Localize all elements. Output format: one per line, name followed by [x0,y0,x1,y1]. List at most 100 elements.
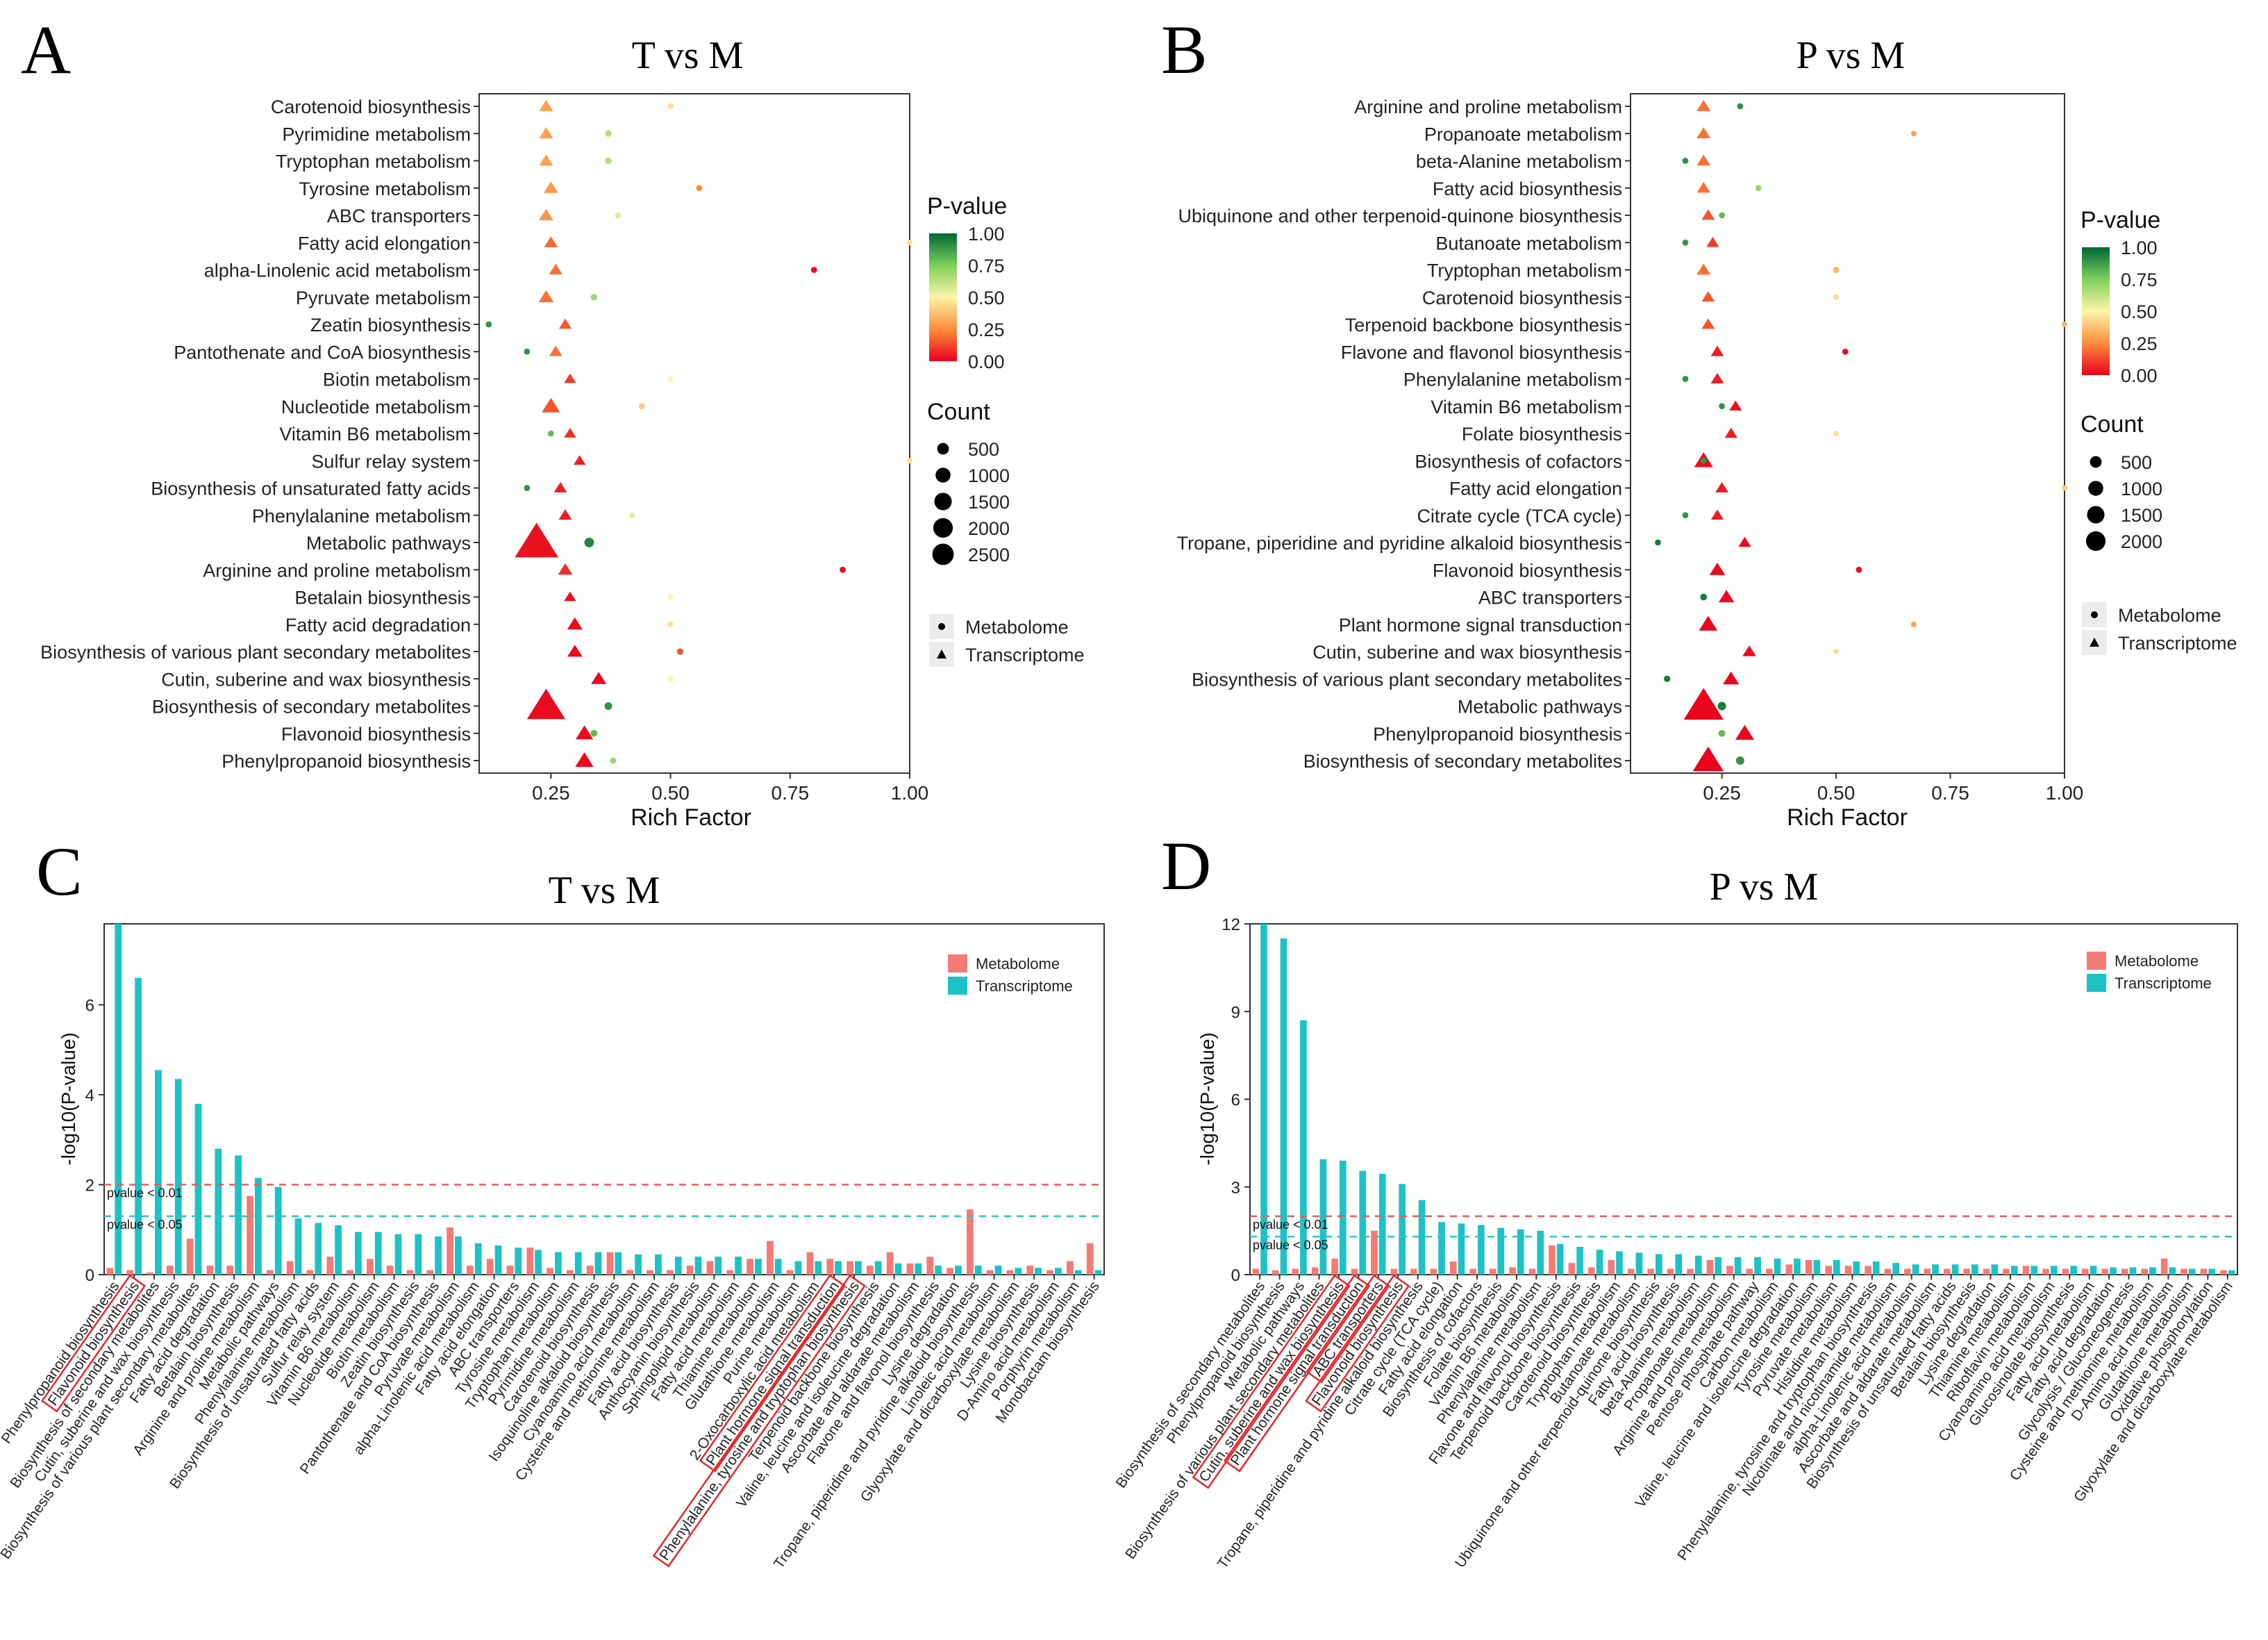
metabolome-point [1682,376,1689,382]
chart-d-title: P vs M [1710,865,1819,909]
metabolome-bar [1963,1268,1971,1275]
transcriptome-bar [2070,1266,2077,1275]
transcriptome-shape-key [2090,638,2099,647]
transcriptome-bar [1872,1261,1880,1275]
transcriptome-bar [1339,1160,1346,1275]
transcriptome-bar [1497,1227,1505,1275]
y-tick-label: Phenylalanine metabolism [252,506,471,527]
transcriptome-bar [755,1259,762,1275]
metabolome-bar [1726,1266,1733,1275]
metabolome-bar [586,1266,594,1275]
y-tick-label: Sulfur relay system [311,451,471,472]
transcriptome-bar [1892,1263,1899,1275]
highlight-box [1223,1274,1371,1473]
transcriptome-bar [415,1234,422,1275]
y-tick-label: Fatty acid degradation [285,615,471,636]
transcriptome-bar [1971,1264,1978,1275]
chart-d-ylabel: -log10(P-value) [1196,1032,1218,1165]
metabolome-bar [367,1259,374,1275]
chart-c-ylabel: -log10(P-value) [58,1032,79,1165]
transcriptome-bar [2090,1266,2097,1275]
metabolome-bar [1805,1259,1812,1275]
x-tick-label: 0.25 [1703,782,1741,804]
transcriptome-bar [555,1252,562,1275]
transcriptome-point [564,591,576,602]
metabolome-bar [306,1270,314,1275]
metabolome-bar [1765,1268,1773,1275]
y-tick-label: Terpenoid backbone biosynthesis [1345,315,1622,336]
metabolome-bar [1865,1266,1871,1275]
y-tick-label: Nucleotide metabolism [281,397,471,417]
metabolome-bar [467,1266,474,1275]
metabolome-point [1682,158,1689,164]
metabolome-bar [1026,1266,1034,1275]
chart-a-count-legend-title: Count [927,399,990,425]
chart-a-plot-area [478,93,910,774]
count-legend-label: 500 [2121,452,2152,473]
pvalue-tick-label: 0.50 [2121,301,2158,322]
legend-metabolome-swatch [948,954,967,972]
transcriptome-bar [574,1252,582,1275]
transcriptome-bar [1537,1230,1544,1275]
transcriptome-bar [735,1257,742,1275]
transcriptome-point [542,397,560,413]
metabolome-bar [426,1270,434,1275]
metabolome-bar [1489,1268,1496,1275]
transcriptome-bar [1035,1268,1042,1275]
y-tick-label: Biosynthesis of various plant secondary … [40,642,471,663]
transcriptome-point [1696,127,1711,139]
metabolome-bar [947,1268,953,1275]
x-tick-label: 0.50 [1817,782,1856,804]
metabolome-bar [667,1270,674,1275]
transcriptome-bar [255,1177,262,1275]
metabolome-bar [1608,1259,1615,1275]
pvalue-tick-label: 0.00 [968,351,1005,372]
shape-legend-label: Transcriptome [965,645,1085,665]
metabolome-bar [147,1272,153,1275]
panel-letter-b: B [1161,11,1208,88]
transcriptome-bar [1478,1225,1485,1275]
transcriptome-bar [1378,1173,1386,1275]
metabolome-bar [1351,1268,1358,1275]
transcriptome-bar [1991,1264,1999,1275]
transcriptome-bar [2149,1267,2156,1275]
metabolome-point [547,430,554,437]
transcriptome-bar [715,1257,722,1275]
y-tick-label: Biosynthesis of various plant secondary … [1192,669,1622,690]
metabolome-bar [2220,1270,2227,1275]
y-tick-label: 2 [85,1177,94,1195]
metabolome-bar [1252,1268,1260,1275]
legend-transcriptome-swatch [948,977,967,995]
shape-legend-label: Metabolome [2118,605,2221,626]
transcriptome-bar [215,1148,222,1275]
y-tick-label: 6 [1231,1091,1240,1110]
y-tick-label: Arginine and proline metabolism [1354,97,1622,117]
pvalue-tick-label: 1.00 [968,224,1005,245]
transcriptome-bar [435,1236,442,1275]
metabolome-point [1833,267,1840,273]
transcriptome-bar [1015,1268,1022,1275]
y-tick-label: Phenylpropanoid biosynthesis [222,751,471,772]
transcriptome-bar [894,1263,902,1275]
metabolome-point [1735,756,1744,765]
legend-transcriptome-swatch [2087,974,2106,992]
count-legend-dot [2088,481,2103,496]
y-tick-label: Biotin metabolism [323,370,471,390]
y-tick-label: 6 [85,997,94,1016]
transcriptome-bar [594,1252,602,1275]
transcriptome-point [575,725,594,740]
transcriptome-point [1699,615,1718,631]
transcriptome-bar [1055,1268,1062,1275]
metabolome-bar [2062,1268,2069,1275]
transcriptome-bar [2169,1267,2176,1275]
count-legend-label: 1000 [2121,479,2162,499]
transcriptome-bar [2129,1267,2137,1275]
transcriptome-bar [994,1266,1002,1275]
metabolome-bar [2082,1268,2089,1275]
chart-b-pvalue-colorbar [2082,247,2110,375]
transcriptome-point [1729,400,1742,411]
transcriptome-bar [355,1232,362,1275]
transcriptome-bar [935,1266,942,1275]
y-tick-label: ABC transporters [1478,588,1622,608]
